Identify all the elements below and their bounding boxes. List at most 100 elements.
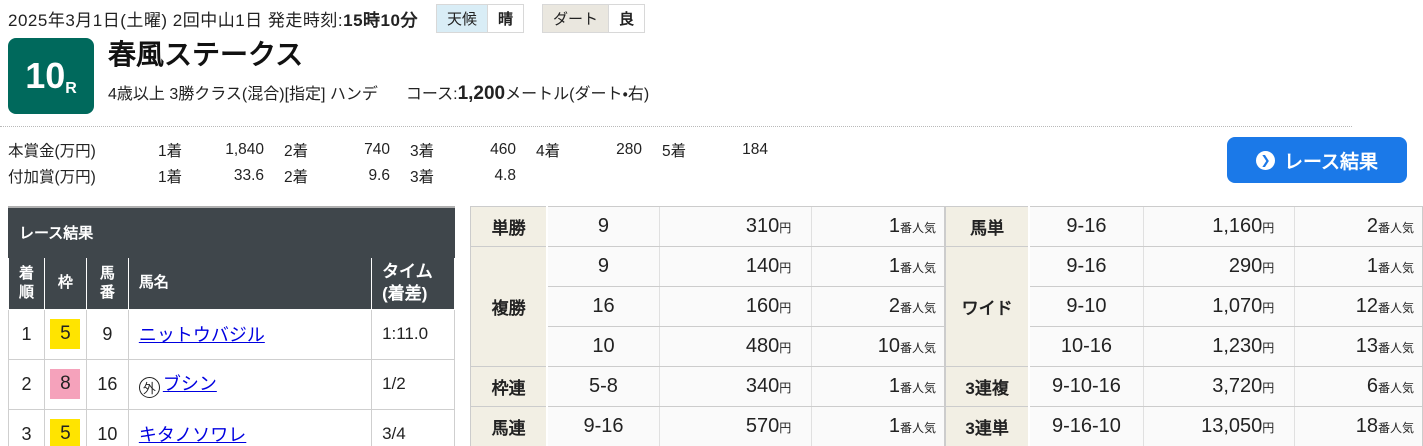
race-header: 10 R 春風ステークス 4歳以上 3勝クラス(混合)[指定] ハンデ コース:1,… bbox=[0, 32, 1423, 116]
payout-row-wide-3: 10-16 1,230円 13番人気 bbox=[946, 326, 1423, 367]
rank-cell: 2 bbox=[8, 358, 45, 410]
race-date-info: 2025年3月1日(土曜) 2回中山1日 発走時刻:15時10分 bbox=[8, 6, 418, 31]
horse-link[interactable]: キタノソワレ bbox=[138, 425, 247, 445]
popularity-value: 1 bbox=[888, 215, 900, 237]
start-time: 15時10分 bbox=[343, 11, 418, 30]
popularity-value: 10 bbox=[877, 335, 900, 357]
arrow-circle-icon: ❯ bbox=[1255, 150, 1275, 170]
yen-suffix: 円 bbox=[779, 261, 792, 275]
amount-value: 160 bbox=[745, 295, 780, 317]
prize-place: 3着 bbox=[410, 169, 435, 186]
popularity-suffix: 番人気 bbox=[899, 381, 936, 395]
course-detail: メートル(ダート・右) bbox=[505, 85, 650, 103]
prize-place: 2着 bbox=[284, 169, 309, 186]
amount-cell: 13,050円 bbox=[1142, 406, 1295, 446]
track-value: 良 bbox=[608, 5, 645, 32]
popularity-suffix: 番人気 bbox=[899, 221, 936, 235]
amount-value: 290 bbox=[1228, 255, 1263, 277]
bet-type-label: ワイド bbox=[945, 246, 1031, 367]
popularity-cell: 1番人気 bbox=[811, 406, 945, 446]
weather-label: 天候 bbox=[436, 5, 487, 32]
popularity-suffix: 番人気 bbox=[1377, 421, 1414, 435]
combo-cell: 9 bbox=[547, 206, 660, 247]
race-result-button[interactable]: ❯ レース結果 bbox=[1227, 137, 1407, 183]
prize-place: 5着 bbox=[662, 143, 687, 160]
race-number: 10 bbox=[25, 55, 66, 96]
popularity-cell: 2番人気 bbox=[1294, 206, 1423, 247]
rank-cell: 1 bbox=[8, 308, 45, 360]
divider bbox=[0, 126, 1352, 127]
prize-amount: 4.8 bbox=[494, 167, 516, 184]
amount-cell: 1,160円 bbox=[1142, 206, 1295, 247]
amount-cell: 310円 bbox=[658, 206, 812, 247]
race-results-table: レース結果 着 順 枠 馬 番 馬名 タイム (着差) 1 5 9 ニットウバジ… bbox=[8, 206, 455, 446]
prize-additional-row: 付加賞(万円) 1着 33.6 2着 9.6 3着 4.8 bbox=[8, 163, 768, 189]
track-label: ダート bbox=[543, 5, 609, 32]
horse-link[interactable]: ブシン bbox=[162, 374, 217, 394]
yen-suffix: 円 bbox=[1262, 221, 1275, 235]
race-conditions: 4歳以上 3勝クラス(混合)[指定] ハンデ コース:1,200メートル(ダート・… bbox=[108, 80, 649, 105]
yen-suffix: 円 bbox=[779, 301, 792, 315]
horse-link[interactable]: ニットウバジル bbox=[138, 325, 265, 345]
race-title: 春風ステークス bbox=[108, 39, 304, 70]
result-row-3: 3 5 10 キタノソワレ 3/4 bbox=[8, 408, 455, 446]
foreign-horse-mark-icon: 外 bbox=[138, 377, 160, 398]
time-cell: 1:11.0 bbox=[371, 308, 455, 360]
yen-suffix: 円 bbox=[1262, 341, 1275, 355]
yen-suffix: 円 bbox=[1262, 421, 1275, 435]
yen-suffix: 円 bbox=[1262, 301, 1275, 315]
header-time: タイム (着差) bbox=[371, 256, 455, 310]
header-rank: 着 順 bbox=[8, 256, 45, 310]
amount-cell: 160円 bbox=[658, 286, 812, 327]
prize-main-label: 本賞金(万円) bbox=[8, 143, 96, 160]
amount-value: 570 bbox=[745, 415, 780, 437]
popularity-value: 12 bbox=[1355, 295, 1378, 317]
amount-cell: 1,070円 bbox=[1142, 286, 1295, 327]
weather-box: 天候 晴 bbox=[435, 4, 524, 33]
horse-number-cell: 16 bbox=[85, 358, 129, 410]
prize-amount: 9.6 bbox=[368, 167, 390, 184]
yen-suffix: 円 bbox=[779, 341, 792, 355]
popularity-cell: 12番人気 bbox=[1294, 286, 1423, 327]
popularity-value: 1 bbox=[888, 415, 900, 437]
header-horse-number: 馬 番 bbox=[85, 256, 129, 310]
prize-section: 本賞金(万円) 1着 1,840 2着 740 3着 460 4着 280 5着… bbox=[0, 127, 1423, 189]
yen-suffix: 円 bbox=[779, 221, 792, 235]
bet-type-label: 単勝 bbox=[470, 206, 549, 247]
prize-place: 4着 bbox=[536, 143, 561, 160]
popularity-suffix: 番人気 bbox=[899, 301, 936, 315]
amount-cell: 570円 bbox=[658, 406, 812, 446]
header-horse-name: 馬名 bbox=[127, 256, 373, 310]
bet-type-label: 3連複 bbox=[945, 366, 1031, 407]
prize-place: 2着 bbox=[284, 143, 309, 160]
chevron-right-icon: ❯ bbox=[1260, 153, 1271, 167]
bet-type-label: 馬単 bbox=[945, 206, 1031, 247]
amount-cell: 3,720円 bbox=[1142, 366, 1295, 407]
amount-value: 480 bbox=[745, 335, 780, 357]
popularity-value: 1 bbox=[1366, 255, 1378, 277]
race-number-suffix: R bbox=[65, 80, 77, 97]
race-class-text: 4歳以上 3勝クラス(混合)[指定] ハンデ bbox=[108, 85, 378, 103]
rank-cell: 3 bbox=[8, 408, 45, 446]
popularity-suffix: 番人気 bbox=[1377, 261, 1414, 275]
bet-type-label: 複勝 bbox=[470, 246, 549, 367]
time-cell: 1/2 bbox=[371, 358, 455, 410]
popularity-value: 2 bbox=[888, 295, 900, 317]
date-text: 2025年3月1日(土曜) 2回中山1日 発走時刻: bbox=[8, 11, 344, 30]
popularity-value: 1 bbox=[888, 255, 900, 277]
payout-section: 単勝 9 310円 1番人気 複勝 9 140円 1番人気 16 160円 2番… bbox=[470, 206, 1423, 446]
prize-place: 1着 bbox=[158, 143, 183, 160]
payout-row-wakuren: 枠連 5-8 340円 1番人気 bbox=[470, 366, 945, 407]
popularity-cell: 1番人気 bbox=[1294, 246, 1423, 287]
payout-row-wide-2: 9-10 1,070円 12番人気 bbox=[946, 286, 1423, 327]
payout-row-fukusho-1: 複勝 9 140円 1番人気 bbox=[470, 246, 945, 367]
popularity-suffix: 番人気 bbox=[899, 261, 936, 275]
combo-cell: 9-16 bbox=[1029, 246, 1144, 287]
combo-cell: 9 bbox=[547, 246, 660, 287]
combo-cell: 10-16 bbox=[1029, 326, 1144, 367]
payout-row-sanrentan: 3連単 9-16-10 13,050円 18番人気 bbox=[945, 406, 1423, 446]
popularity-cell: 2番人気 bbox=[811, 286, 945, 327]
popularity-suffix: 番人気 bbox=[1377, 341, 1414, 355]
amount-value: 1,230 bbox=[1212, 335, 1263, 357]
popularity-cell: 13番人気 bbox=[1294, 326, 1423, 367]
